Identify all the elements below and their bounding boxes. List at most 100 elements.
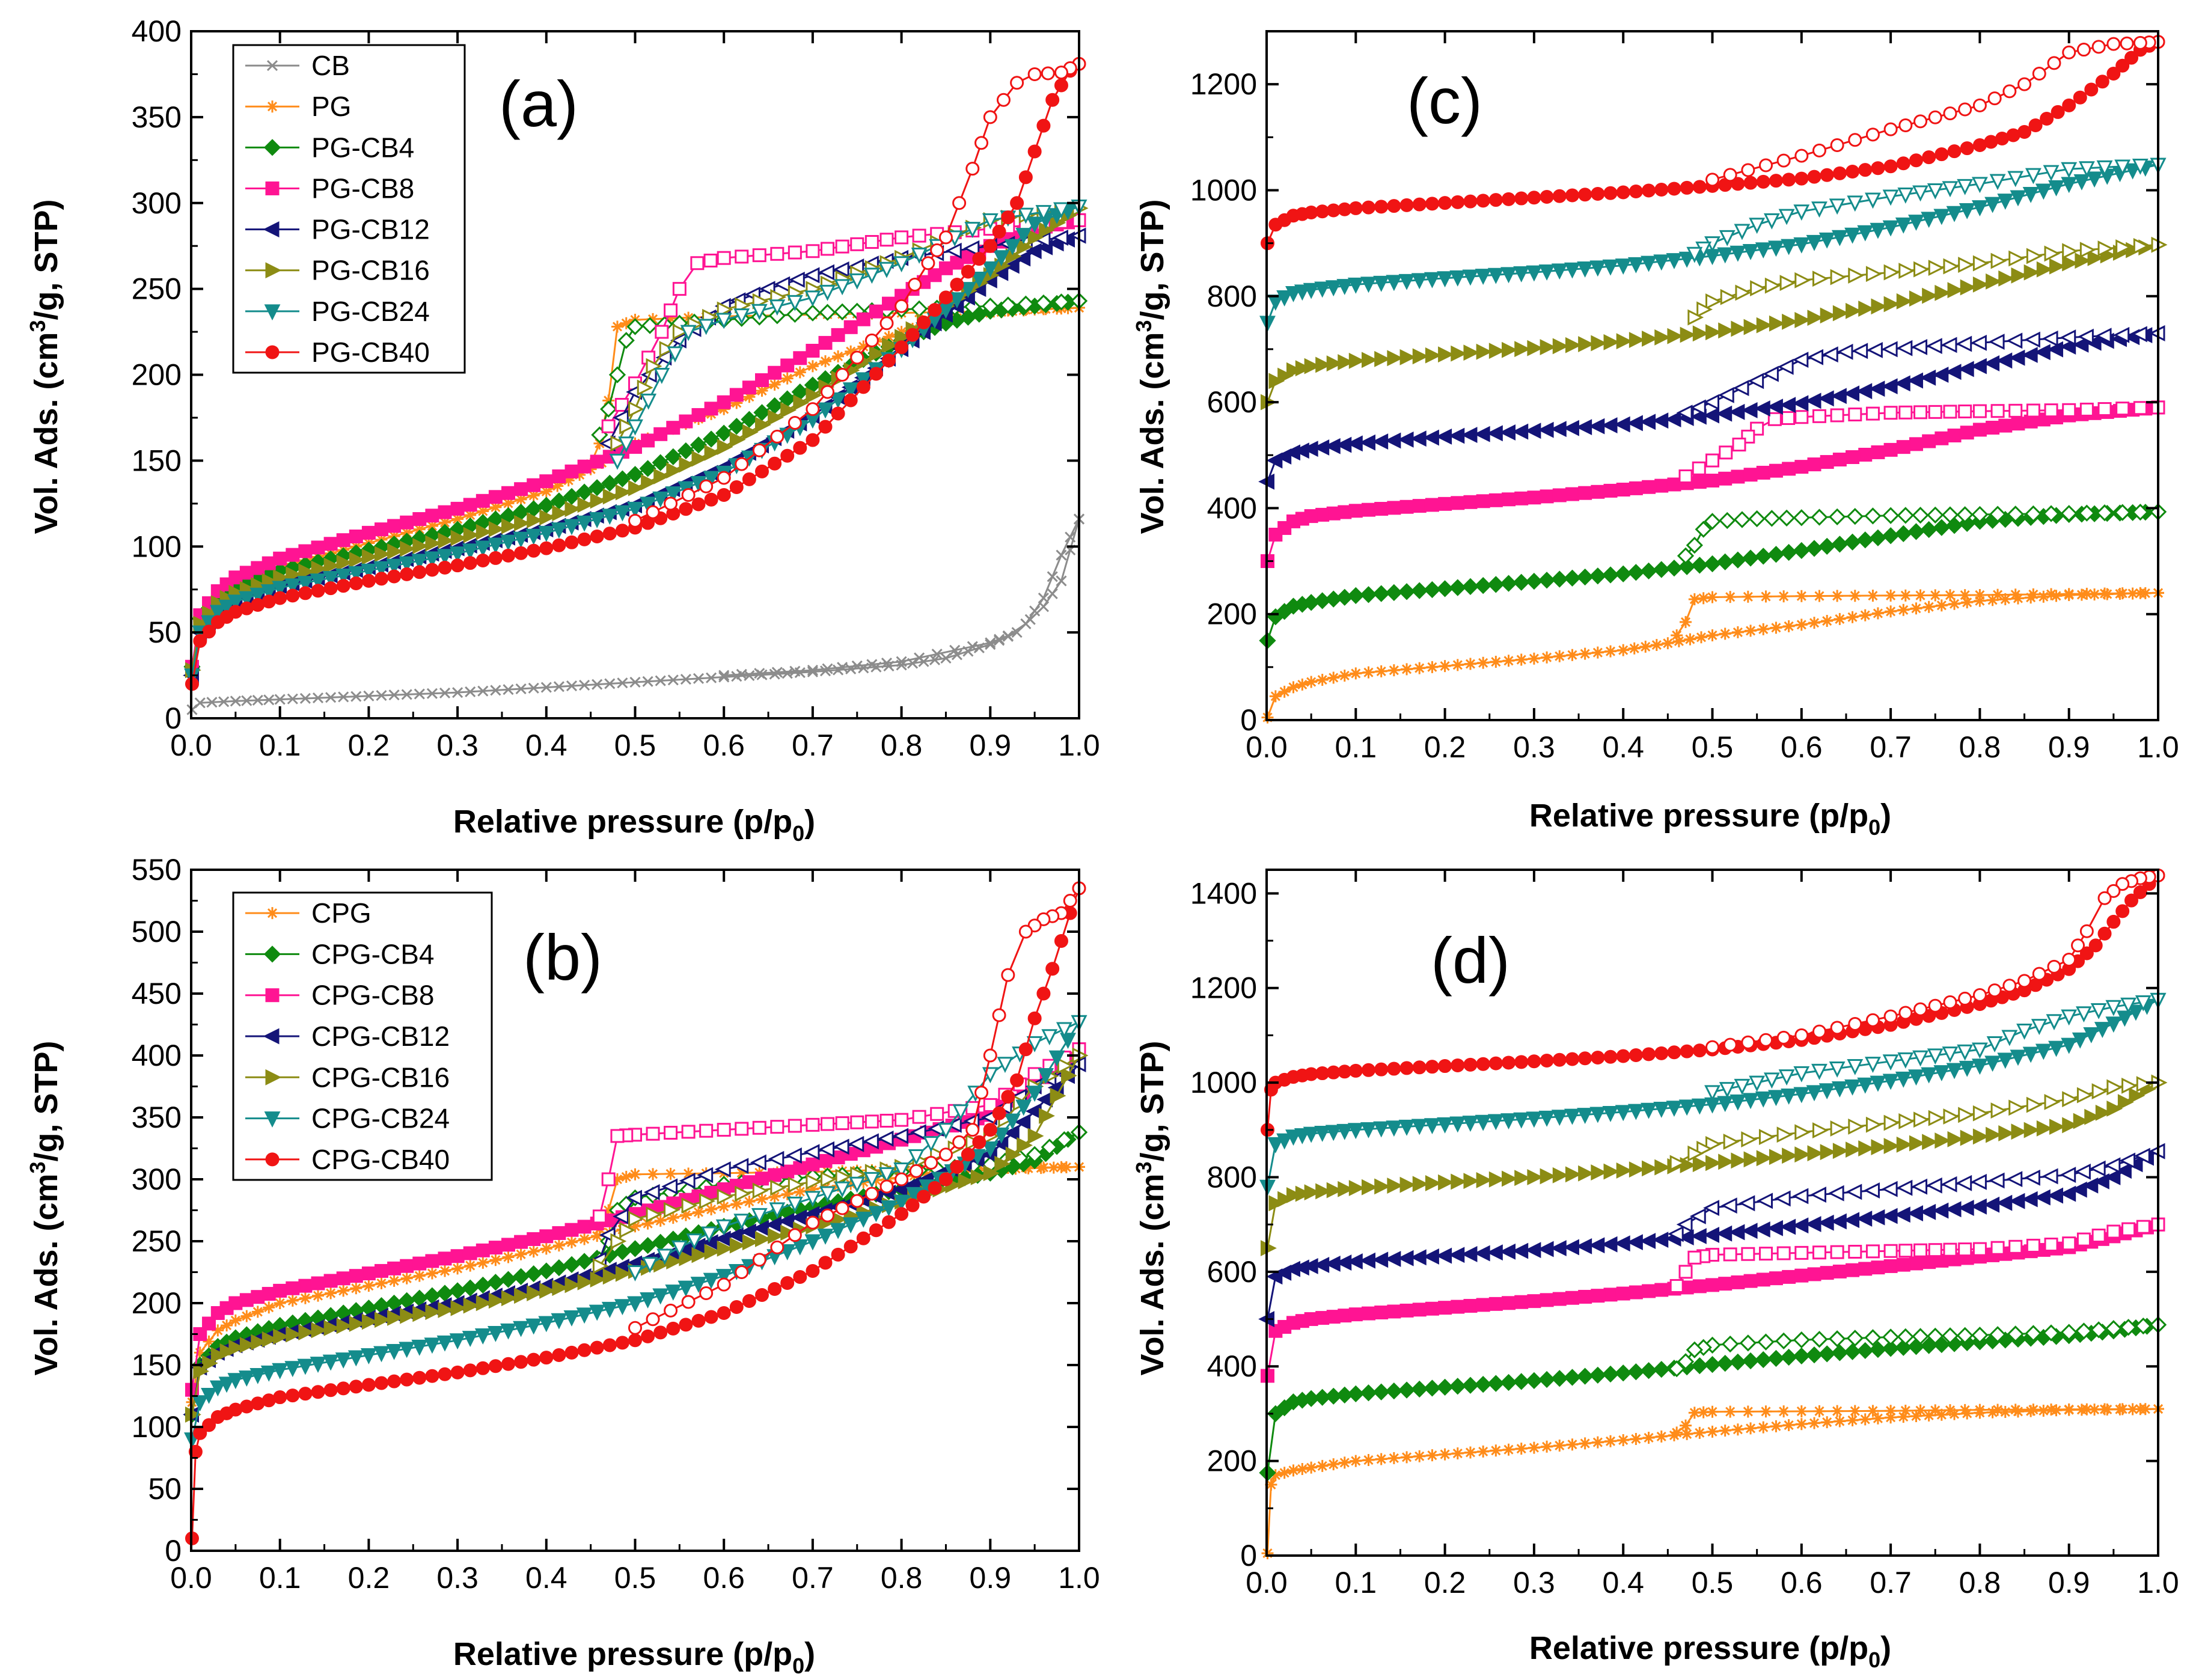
panel-c-PG-CB16-ads-point bbox=[2087, 249, 2104, 266]
panel-c-PG-CB16-ads-point bbox=[2023, 264, 2040, 281]
panel-d-CPG-CB12-ads-point bbox=[2115, 1162, 2132, 1179]
panel-a-PG-CB16-des-point bbox=[646, 358, 662, 374]
panel-c-PG-CB16-ads-point bbox=[1502, 341, 1518, 358]
panel-c-PG-CB24-ads-point bbox=[1627, 257, 1644, 273]
panel-d-CPG-CB8-des-line bbox=[1675, 1223, 2159, 1287]
panel-d-CPG-CB24-ads-point bbox=[1449, 1116, 1466, 1133]
panel-d-CPG-CB24-ads-point bbox=[1857, 1077, 1874, 1094]
panel-c-PG-CB12-ads-point bbox=[1473, 426, 1490, 442]
panel-a-PG-CB8-des-point bbox=[850, 237, 864, 251]
panel-c-PG-CB8-des-point bbox=[2026, 403, 2040, 418]
panel-a-PG-CB16-ads-point bbox=[349, 551, 366, 568]
panel-a-series-PG-CB40 bbox=[185, 57, 1086, 691]
panel-b-CPG-CB40-ads-point bbox=[961, 1147, 975, 1162]
panel-a-CB-des-point bbox=[866, 659, 878, 670]
panel-b-CPG-ads-point bbox=[629, 1220, 641, 1233]
panel-c-PG-CB4-ads-point bbox=[1627, 564, 1645, 581]
panel-c-PG-CB24-ads-point bbox=[1946, 206, 1963, 222]
panel-b-CPG-CB8-des-point bbox=[821, 1117, 835, 1131]
panel-b-CPG-ads-point bbox=[566, 1236, 578, 1248]
panel-d-CPG-des-point bbox=[1929, 1404, 1942, 1417]
panel-b-CPG-CB16-ads-point bbox=[615, 1265, 632, 1282]
panel-c-PG-CB40-ads-point bbox=[1807, 170, 1821, 184]
panel-b-CPG-CB40-des-point bbox=[938, 1147, 953, 1162]
panel-a-PG-CB24-des-point bbox=[715, 313, 732, 329]
panel-c-PG-des-point bbox=[1671, 629, 1683, 641]
panel-d-CPG-CB24-ads-point bbox=[1959, 1060, 1975, 1077]
panel-a-PG-CB8-des-point bbox=[879, 233, 894, 247]
panel-b-CPG-CB12-ads-point bbox=[1014, 1114, 1031, 1131]
panel-d-CPG-CB4-ads-point bbox=[1512, 1373, 1530, 1390]
panel-c-PG-des-point bbox=[1688, 593, 1701, 606]
panel-c-PG-CB12-ads-point bbox=[1436, 428, 1452, 445]
panel-a-PG-CB8-des-point bbox=[788, 245, 802, 260]
panel-d-CPG-CB12-ads-point bbox=[1359, 1252, 1375, 1269]
panel-a-PG-CB40-ads-point bbox=[400, 567, 414, 581]
panel-a-PG-CB40-ads-point bbox=[917, 315, 931, 329]
panel-d-CPG-CB12-ads-point bbox=[1473, 1245, 1490, 1262]
panel-a-y-tick-label: 50 bbox=[148, 615, 182, 649]
panel-d-CPG-CB12-ads-point bbox=[1448, 1247, 1465, 1263]
panel-b-CPG-CB16-ads-point bbox=[539, 1282, 556, 1299]
panel-c-PG-CB16-ads-point bbox=[1387, 350, 1404, 367]
panel-b-CPG-CB24-ads-point bbox=[817, 1229, 834, 1245]
panel-a-CB-des-point bbox=[1020, 618, 1032, 629]
panel-b-x-tick-label: 0.5 bbox=[614, 1561, 656, 1595]
panel-b-CPG-CB12-des-point bbox=[697, 1167, 714, 1184]
panel-b-CPG-ads-point bbox=[263, 1301, 275, 1314]
panel-d-CPG-CB16-ads-point bbox=[1438, 1174, 1454, 1191]
panel-b-CPG-CB40-des-point bbox=[646, 1312, 660, 1327]
panel-c-PG-CB24-ads-point bbox=[1577, 261, 1594, 278]
panel-a-legend-marker bbox=[263, 139, 281, 156]
panel-d-CPG-CB12-ads-point bbox=[1461, 1245, 1478, 1262]
panel-a-PG-CB40-ads-point bbox=[286, 588, 300, 603]
panel-d-CPG-CB24-ads-point bbox=[1984, 1055, 2001, 1072]
panel-b-CPG-ads-point bbox=[439, 1265, 451, 1277]
panel-a-PG-ads-point bbox=[857, 340, 870, 353]
panel-d-CPG-CB8-ads-point bbox=[1399, 1303, 1414, 1318]
panel-a-PG-CB16-ads-point bbox=[577, 496, 594, 513]
panel-b-y-tick-label: 400 bbox=[132, 1039, 182, 1072]
panel-c-PG-ads-point bbox=[1439, 660, 1451, 673]
panel-b-CPG-CB40-des-point bbox=[770, 1240, 785, 1254]
panel-a-PG-CB40-ads-point bbox=[488, 551, 503, 565]
panel-c-PG-CB4-ads-point bbox=[1844, 533, 1861, 551]
panel-c-PG-CB40-des-point bbox=[2017, 77, 2032, 91]
panel-a-PG-CB16-ads-point bbox=[476, 524, 492, 540]
panel-c-PG-CB8-des-point bbox=[2044, 403, 2058, 418]
panel-b-CPG-CB40-des-point bbox=[821, 1208, 835, 1223]
panel-a-PG-CB16-ads-point bbox=[653, 468, 670, 484]
panel-d-CPG-ads-point bbox=[1579, 1437, 1591, 1450]
panel-d-CPG-CB12-ads-point bbox=[1843, 1212, 1860, 1229]
panel-d-CPG-ads-point bbox=[1834, 1415, 1846, 1428]
panel-c-label: (c) bbox=[1407, 64, 1482, 137]
panel-d-CPG-CB8-ads-point bbox=[1463, 1299, 1478, 1313]
panel-c-PG-CB12-ads-point bbox=[1550, 421, 1567, 438]
panel-c-PG-ads-point bbox=[1757, 623, 1770, 635]
panel-d-CPG-CB16-ads-point bbox=[2023, 1122, 2040, 1138]
panel-c-PG-CB24-des-point bbox=[1734, 224, 1751, 240]
panel-d-CPG-CB8-des-point bbox=[1913, 1243, 1928, 1257]
panel-c-PG-CB8-des-point bbox=[1848, 408, 1862, 422]
panel-b-CPG-CB4-ads-point bbox=[626, 1240, 644, 1257]
panel-d-CPG-ads-point bbox=[1986, 1406, 1999, 1419]
panel-c-PG-CB40-des-point bbox=[1928, 110, 1942, 124]
panel-b-CPG-CB24-ads-point bbox=[249, 1367, 266, 1384]
panel-c-PG-CB24-ads-point bbox=[1462, 269, 1479, 286]
panel-b-CPG-CB16-ads-point bbox=[514, 1287, 530, 1304]
panel-d-CPG-CB24-ads-point bbox=[2072, 1032, 2088, 1049]
panel-d-CPG-CB40-des-point bbox=[1758, 1033, 1773, 1047]
panel-b-CPG-CB12-des-point bbox=[732, 1158, 749, 1174]
panel-c-PG-des-point bbox=[2063, 588, 2075, 600]
panel-c-PG-CB24-ads-point bbox=[1882, 220, 1899, 237]
panel-d-CPG-CB4-ads-point bbox=[1856, 1342, 1874, 1360]
panel-a-PG-CB16-ads-point bbox=[375, 546, 391, 563]
panel-b-CPG-CB12-des-point bbox=[833, 1138, 849, 1155]
panel-b-CPG-CB40-ads-point bbox=[882, 1215, 896, 1229]
panel-b-CPG-CB24-ads-point bbox=[576, 1307, 593, 1324]
panel-c-PG-CB8-des-point bbox=[1898, 405, 1913, 420]
panel-a-legend-marker bbox=[266, 100, 278, 113]
panel-a: (a) Relative pressure (p/p0) Vol. Ads. (… bbox=[25, 14, 1100, 846]
panel-a-PG-ads-point bbox=[439, 516, 451, 529]
panel-c-PG-ads-point bbox=[1650, 639, 1663, 652]
